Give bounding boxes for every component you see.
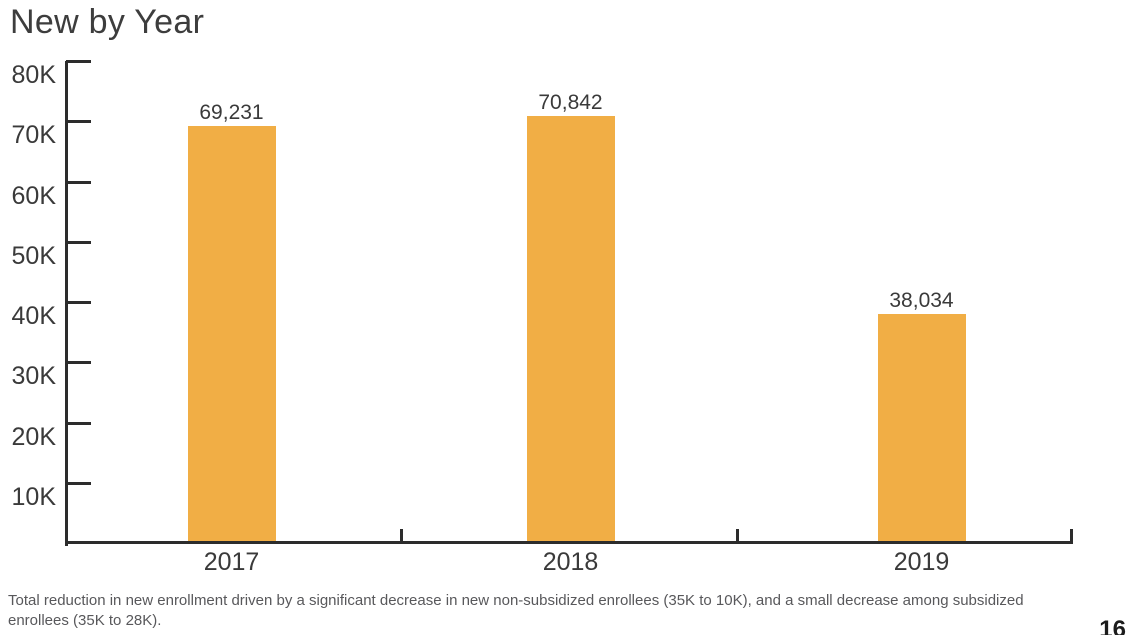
y-axis-tick-label: 10K: [11, 482, 56, 511]
caption-line-2: enrollees (35K to 28K).: [8, 611, 162, 629]
bar-value-label: 69,231: [199, 100, 264, 124]
bar-2017: [187, 125, 276, 543]
x-category-label: 2019: [893, 548, 950, 576]
y-axis-tick-label: 40K: [11, 302, 56, 330]
y-axis-tick-label: 20K: [11, 422, 56, 451]
chart-title: New by Year: [10, 3, 205, 41]
page-number: 16: [1099, 616, 1126, 635]
y-axis-tick-label: 70K: [11, 121, 56, 150]
caption: Total reduction in new enrollment driven…: [8, 591, 1024, 630]
y-axis-tick: [66, 180, 91, 184]
bar-2019: [877, 313, 966, 543]
bar-value-label: 38,034: [889, 288, 954, 312]
y-axis-tick: [66, 361, 91, 365]
bar-2018: [526, 116, 615, 543]
caption-line-1: Total reduction in new enrollment driven…: [8, 592, 1024, 609]
x-axis-line: [65, 541, 1073, 544]
y-axis-tick: [66, 301, 91, 304]
y-axis-tick: [66, 240, 91, 244]
y-axis-tick-label: 60K: [11, 181, 56, 210]
y-axis-tick-label: 30K: [11, 362, 56, 391]
y-axis-tick-label: 50K: [11, 241, 56, 270]
y-axis-tick: [66, 120, 91, 124]
x-axis-tick: [735, 529, 739, 541]
x-category-label: 2017: [203, 548, 260, 576]
x-axis-end-tick: [1070, 529, 1073, 541]
y-axis-tick: [66, 481, 91, 485]
y-axis-tick: [66, 421, 91, 425]
y-axis-tick: [66, 60, 91, 63]
y-axis-tick-label: 80K: [11, 61, 56, 89]
bar-value-label: 70,842: [538, 91, 603, 115]
x-axis-tick: [400, 529, 404, 541]
x-category-label: 2018: [542, 548, 599, 576]
